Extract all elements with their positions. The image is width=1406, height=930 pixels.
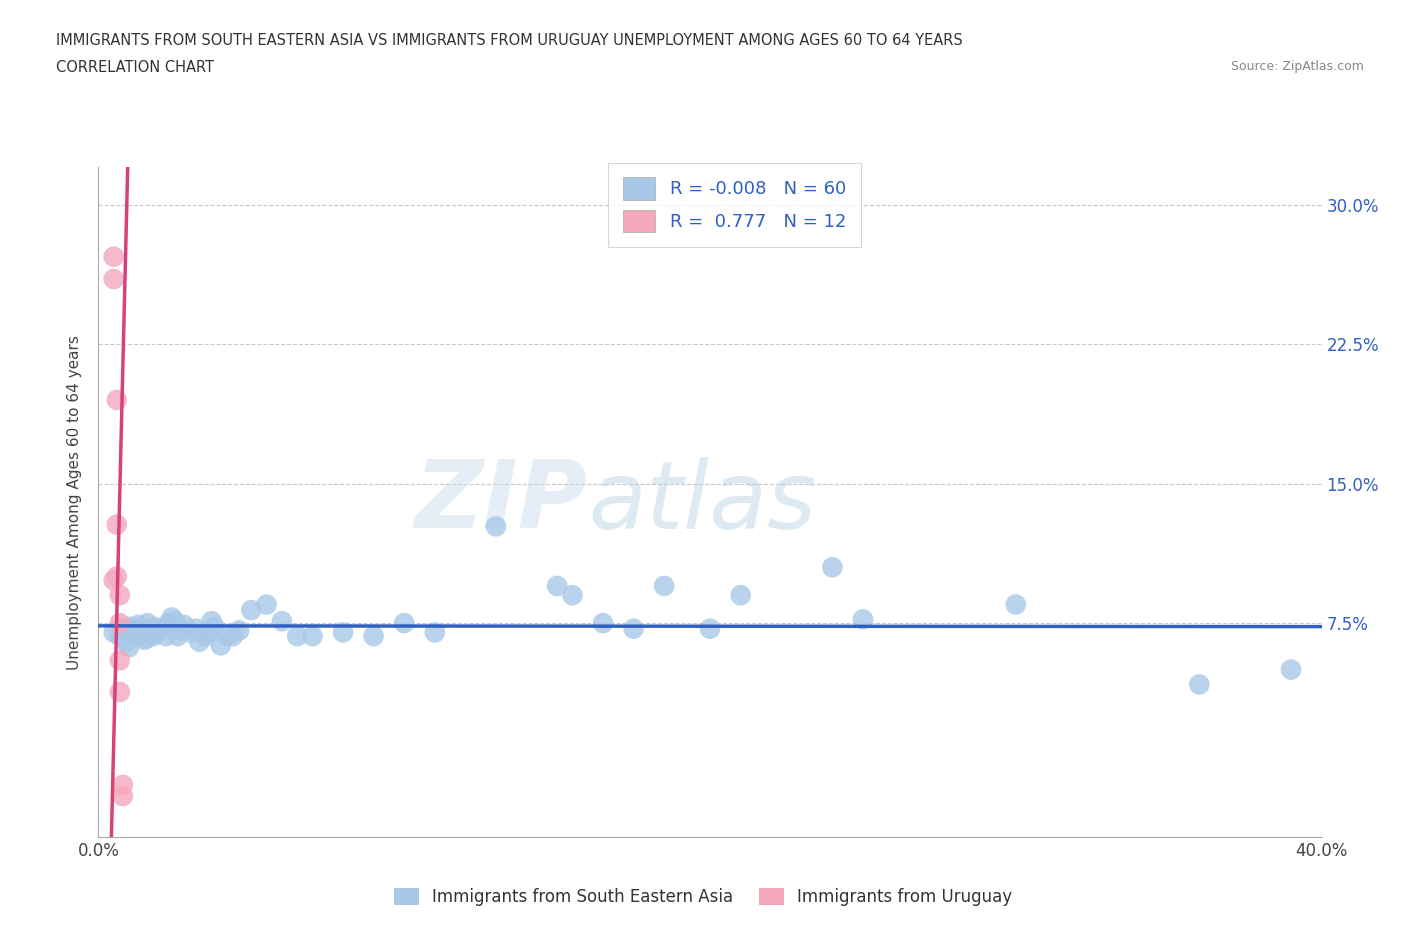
Legend: Immigrants from South Eastern Asia, Immigrants from Uruguay: Immigrants from South Eastern Asia, Immi…	[388, 881, 1018, 912]
Point	[170, 623, 193, 638]
Point	[136, 631, 159, 645]
Point	[134, 632, 156, 647]
Point	[228, 623, 250, 638]
Text: IMMIGRANTS FROM SOUTH EASTERN ASIA VS IMMIGRANTS FROM URUGUAY UNEMPLOYMENT AMONG: IMMIGRANTS FROM SOUTH EASTERN ASIA VS IM…	[56, 33, 963, 47]
Point	[103, 272, 125, 286]
Point	[173, 618, 195, 632]
Point	[157, 616, 180, 631]
Point	[301, 629, 323, 644]
Point	[197, 625, 219, 640]
Point	[1004, 597, 1026, 612]
Point	[127, 618, 149, 632]
Point	[485, 519, 508, 534]
Point	[363, 629, 385, 644]
Point	[108, 684, 131, 699]
Point	[142, 619, 165, 634]
Text: CORRELATION CHART: CORRELATION CHART	[56, 60, 214, 75]
Point	[186, 621, 208, 636]
Point	[103, 625, 125, 640]
Point	[124, 621, 146, 636]
Point	[160, 610, 183, 625]
Point	[136, 616, 159, 631]
Point	[108, 588, 131, 603]
Point	[108, 653, 131, 668]
Point	[139, 623, 162, 638]
Point	[118, 619, 141, 634]
Point	[852, 612, 875, 627]
Text: Source: ZipAtlas.com: Source: ZipAtlas.com	[1230, 60, 1364, 73]
Point	[699, 621, 721, 636]
Point	[129, 625, 152, 640]
Point	[111, 621, 134, 636]
Point	[115, 634, 138, 649]
Text: ZIP: ZIP	[415, 457, 588, 548]
Point	[105, 517, 128, 532]
Text: atlas: atlas	[588, 457, 815, 548]
Point	[592, 616, 614, 631]
Point	[1188, 677, 1211, 692]
Point	[561, 588, 583, 603]
Point	[730, 588, 752, 603]
Point	[623, 621, 645, 636]
Legend: R = -0.008   N = 60, R =  0.777   N = 12: R = -0.008 N = 60, R = 0.777 N = 12	[609, 163, 860, 246]
Point	[423, 625, 446, 640]
Point	[105, 392, 128, 407]
Point	[134, 627, 156, 642]
Point	[108, 616, 131, 631]
Point	[256, 597, 278, 612]
Point	[546, 578, 568, 593]
Point	[118, 640, 141, 655]
Point	[163, 614, 186, 629]
Point	[118, 623, 141, 638]
Point	[270, 614, 292, 629]
Point	[103, 249, 125, 264]
Point	[167, 629, 190, 644]
Y-axis label: Unemployment Among Ages 60 to 64 years: Unemployment Among Ages 60 to 64 years	[67, 335, 83, 670]
Point	[111, 777, 134, 792]
Point	[105, 569, 128, 584]
Point	[179, 625, 201, 640]
Point	[108, 629, 131, 644]
Point	[149, 621, 172, 636]
Point	[200, 614, 222, 629]
Point	[392, 616, 416, 631]
Point	[155, 629, 177, 644]
Point	[188, 634, 211, 649]
Point	[204, 619, 226, 634]
Point	[145, 625, 167, 640]
Point	[222, 629, 245, 644]
Point	[209, 638, 232, 653]
Point	[124, 629, 146, 644]
Point	[1279, 662, 1302, 677]
Point	[652, 578, 675, 593]
Point	[332, 625, 354, 640]
Point	[194, 629, 217, 644]
Point	[215, 629, 238, 644]
Point	[285, 629, 308, 644]
Point	[821, 560, 844, 575]
Point	[240, 603, 263, 618]
Point	[142, 629, 165, 644]
Point	[103, 573, 125, 588]
Point	[111, 789, 134, 804]
